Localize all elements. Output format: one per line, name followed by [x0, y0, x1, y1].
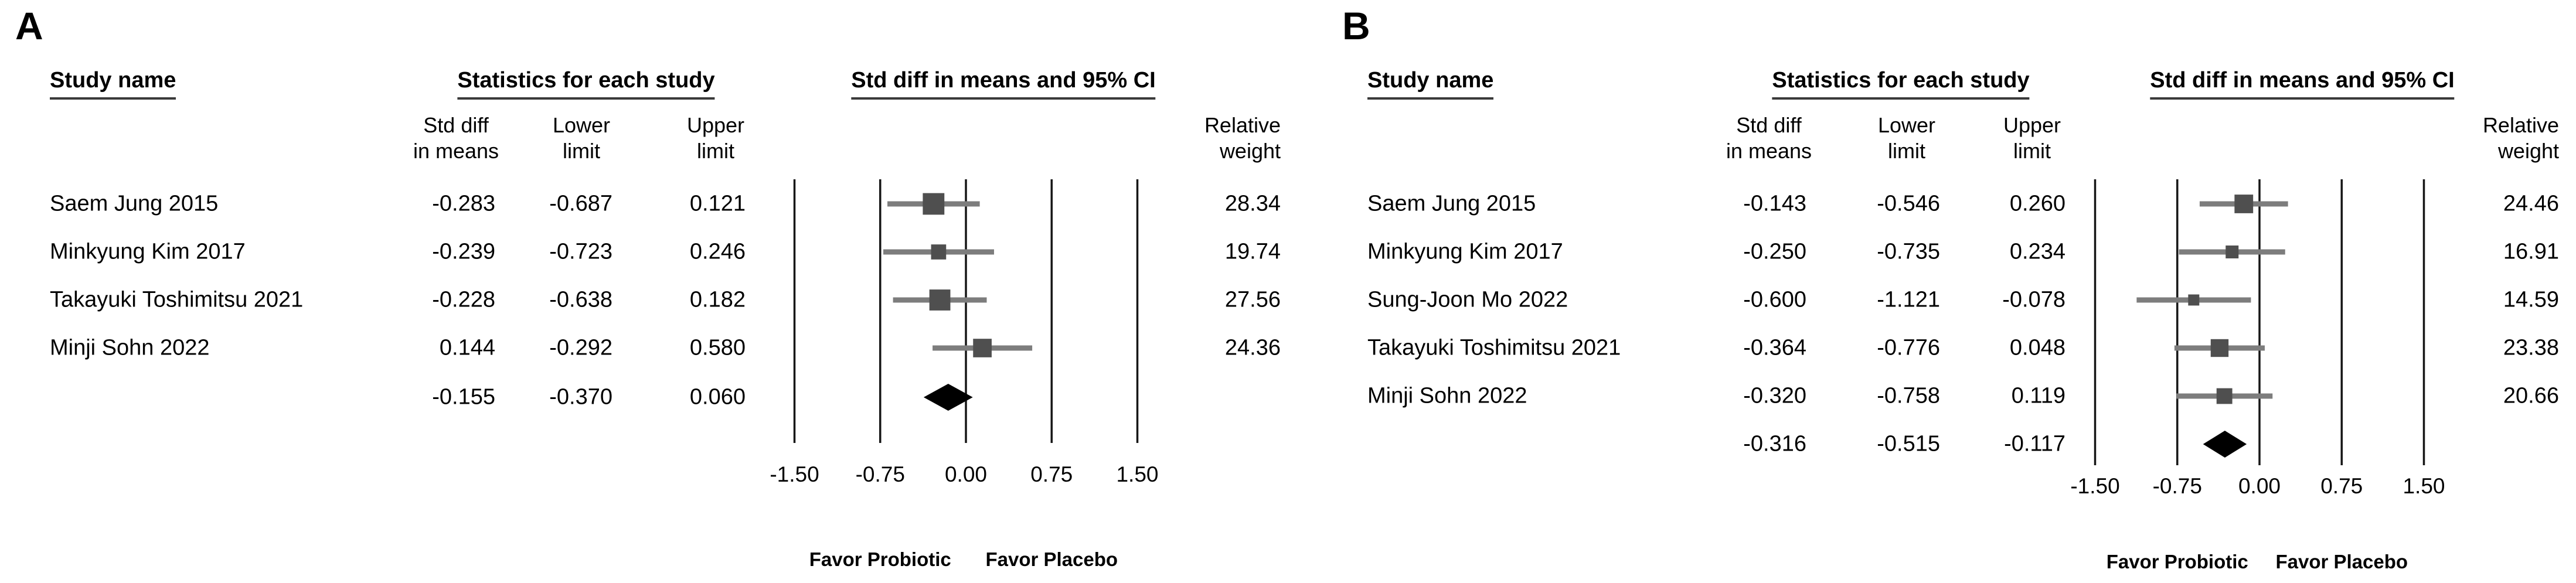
upper-limit-value: 0.260 — [2009, 191, 2065, 216]
overall-std-diff-value: -0.155 — [432, 384, 495, 410]
study-name: Sung-Joon Mo 2022 — [1367, 287, 1568, 312]
lower-limit-value: -0.687 — [549, 191, 612, 216]
relative-weight-value: 16.91 — [2503, 239, 2559, 264]
std-diff-value: -0.250 — [1743, 239, 1806, 264]
effect-size-marker — [929, 289, 951, 311]
panel-b: B Study name Statistics for each study S… — [1288, 0, 2576, 583]
axis-tick-label: -1.50 — [2070, 474, 2119, 498]
axis-tick-label: 0.00 — [945, 462, 987, 486]
upper-limit-value: 0.246 — [689, 239, 746, 264]
std-diff-value: -0.320 — [1743, 383, 1806, 408]
relative-weight-value: 24.46 — [2503, 191, 2559, 216]
column-group-header-ci: Std diff in means and 95% CI — [2150, 68, 2455, 100]
upper-limit-value: 0.048 — [2009, 335, 2065, 360]
column-header-std-diff: Std diff in means — [413, 113, 499, 163]
upper-limit-value: 0.121 — [689, 191, 746, 216]
axis-tick-label: -0.75 — [856, 462, 905, 486]
overall-upper-limit-value: -0.117 — [2004, 431, 2065, 456]
axis-tick-label: 1.50 — [2403, 474, 2445, 498]
favor-label: Favor Probiotic — [809, 548, 951, 570]
lower-limit-value: -0.723 — [549, 239, 612, 264]
std-diff-value: -0.283 — [432, 191, 495, 216]
effect-size-marker — [2210, 339, 2229, 357]
favor-label: Favor Placebo — [985, 548, 1118, 570]
std-diff-value: -0.143 — [1743, 191, 1806, 216]
column-group-header-study: Study name — [50, 68, 176, 100]
lower-limit-value: -0.638 — [549, 287, 612, 312]
column-header-relative-weight: Relative weight — [2482, 113, 2559, 163]
summary-diamond — [2203, 431, 2247, 458]
std-diff-value: -0.600 — [1743, 287, 1806, 312]
relative-weight-value: 20.66 — [2503, 383, 2559, 408]
lower-limit-value: -1.121 — [1877, 287, 1940, 312]
effect-size-marker — [2225, 246, 2239, 258]
panel-b-label: B — [1342, 4, 1371, 47]
column-group-header-ci: Std diff in means and 95% CI — [851, 68, 1156, 100]
effect-size-marker — [2188, 294, 2200, 306]
effect-size-marker — [2216, 388, 2233, 404]
panel-a-label: A — [15, 4, 44, 47]
effect-size-marker — [923, 193, 945, 215]
relative-weight-value: 27.56 — [1224, 287, 1281, 312]
favor-label: Favor Probiotic — [2107, 551, 2248, 572]
effect-size-marker — [2234, 195, 2254, 213]
study-name: Minji Sohn 2022 — [1367, 383, 1527, 408]
std-diff-value: -0.239 — [432, 239, 495, 264]
lower-limit-value: -0.735 — [1877, 239, 1940, 264]
lower-limit-value: -0.546 — [1877, 191, 1940, 216]
lower-limit-value: -0.776 — [1877, 335, 1940, 360]
study-name: Saem Jung 2015 — [1367, 191, 1536, 216]
upper-limit-value: 0.234 — [2009, 239, 2065, 264]
study-name: Takayuki Toshimitsu 2021 — [1367, 335, 1621, 360]
axis-tick-label: -0.75 — [2153, 474, 2202, 498]
forest-plot-canvas: -1.50 -0.75 0.00 0.75 1.50 Favor Probiotic Fav… — [2070, 179, 2445, 572]
column-header-upper-limit: Upper limit — [2003, 113, 2061, 163]
upper-limit-value: -0.078 — [2002, 287, 2065, 312]
relative-weight-value: 24.36 — [1224, 335, 1281, 360]
study-name: Minkyung Kim 2017 — [1367, 239, 1563, 264]
axis-tick-label: 0.75 — [1030, 462, 1073, 486]
std-diff-value: -0.228 — [432, 287, 495, 312]
relative-weight-value: 19.74 — [1224, 239, 1281, 264]
axis-tick-label: 1.50 — [1116, 462, 1158, 486]
lower-limit-value: -0.758 — [1877, 383, 1940, 408]
axis-tick-label: -1.50 — [770, 462, 819, 486]
panel-a: A Study name Statistics for each study S… — [15, 4, 1281, 570]
std-diff-value: -0.364 — [1743, 335, 1806, 360]
column-header-upper-limit: Upper limit — [686, 113, 745, 163]
std-diff-value: 0.144 — [439, 335, 495, 360]
lower-limit-value: -0.292 — [549, 335, 612, 360]
column-header-relative-weight: Relative weight — [1204, 113, 1281, 163]
relative-weight-value: 23.38 — [2503, 335, 2559, 360]
overall-upper-limit-value: 0.060 — [689, 384, 746, 410]
column-group-header-study: Study name — [1367, 68, 1494, 100]
forest-plot-canvas: -1.50 -0.75 0.00 0.75 1.50 Favor Probiotic Fav… — [770, 179, 1159, 570]
study-name: Saem Jung 2015 — [50, 191, 219, 216]
axis-tick-label: 0.00 — [2238, 474, 2281, 498]
column-group-header-statistics: Statistics for each study — [1772, 68, 2030, 100]
relative-weight-value: 28.34 — [1224, 191, 1281, 216]
overall-lower-limit-value: -0.515 — [1877, 431, 1940, 456]
effect-size-marker — [931, 244, 947, 260]
upper-limit-value: 0.580 — [689, 335, 746, 360]
summary-diamond — [923, 384, 973, 411]
study-name: Minji Sohn 2022 — [50, 335, 210, 360]
favor-label: Favor Placebo — [2275, 551, 2408, 572]
upper-limit-value: 0.182 — [689, 287, 746, 312]
overall-lower-limit-value: -0.370 — [549, 384, 612, 410]
column-header-lower-limit: Lower limit — [552, 113, 611, 163]
study-name: Takayuki Toshimitsu 2021 — [50, 287, 304, 312]
column-header-lower-limit: Lower limit — [1877, 113, 1936, 163]
relative-weight-value: 14.59 — [2503, 287, 2559, 312]
overall-std-diff-value: -0.316 — [1743, 431, 1806, 456]
effect-size-marker — [973, 339, 992, 357]
axis-tick-label: 0.75 — [2320, 474, 2363, 498]
study-name: Minkyung Kim 2017 — [50, 239, 246, 264]
column-group-header-statistics: Statistics for each study — [457, 68, 715, 100]
upper-limit-value: 0.119 — [2011, 383, 2065, 408]
column-header-std-diff: Std diff in means — [1726, 113, 1812, 163]
